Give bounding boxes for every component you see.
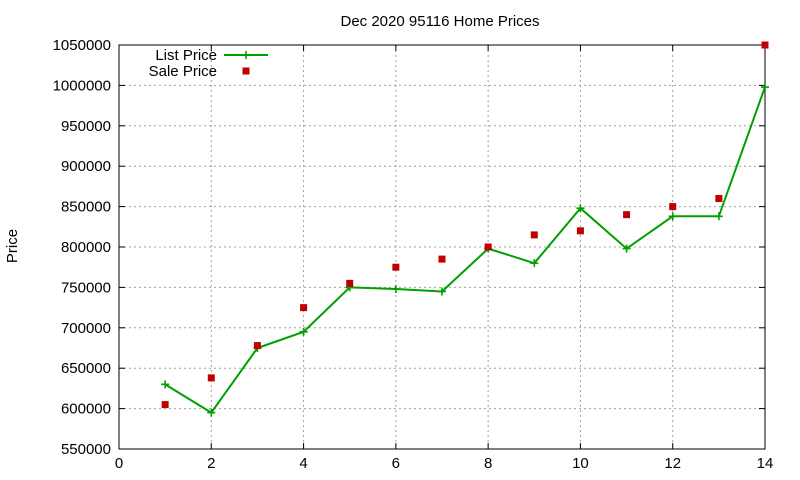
y-tick-label-700000: 700000 [61, 320, 111, 337]
sale-price-point-3 [253, 342, 261, 350]
sale-price-point-4 [300, 304, 308, 312]
y-tick-label-850000: 850000 [61, 199, 111, 216]
y-tick-label-650000: 650000 [61, 360, 111, 377]
y-tick-label-800000: 800000 [61, 239, 111, 256]
y-tick-label-1000000: 1000000 [53, 77, 111, 94]
sale-price-point-9 [530, 231, 538, 239]
list-price-point-4 [299, 327, 308, 336]
list-price-point-14 [761, 83, 769, 92]
y-tick-label-600000: 600000 [61, 401, 111, 418]
legend-sample-list-price-marker [242, 51, 250, 59]
list-price-point-13 [714, 212, 723, 221]
x-tick-label-4: 4 [299, 455, 307, 472]
sale-price-point-13 [715, 195, 723, 203]
sale-price-point-1 [161, 401, 169, 409]
series [161, 41, 769, 417]
y-axis-label: Price [4, 229, 21, 263]
grid [119, 45, 765, 449]
x-tick-label-12: 12 [664, 455, 681, 472]
sale-price-point-8 [484, 243, 492, 251]
x-tick-label-8: 8 [484, 455, 492, 472]
list-price-line [164, 86, 766, 414]
list-price-point-9 [530, 259, 539, 268]
x-tick-label-14: 14 [757, 455, 774, 472]
legend-label-sale-price: Sale Price [149, 63, 217, 80]
x-tick-label-6: 6 [392, 455, 400, 472]
sale-price-point-11 [623, 211, 631, 219]
y-tick-label-750000: 750000 [61, 279, 111, 296]
y-tick-label-550000: 550000 [61, 441, 111, 458]
sale-price-point-10 [576, 227, 584, 235]
x-tick-label-10: 10 [572, 455, 589, 472]
list-price-point-12 [668, 212, 677, 221]
sale-price-point-12 [669, 203, 677, 211]
sale-price-point-6 [392, 263, 400, 271]
legend: List Price Sale Price [149, 47, 268, 80]
list-price-point-1 [161, 380, 170, 389]
axes: 0 2 4 6 8 10 12 14 550000 600000 650000 700000 75000… [53, 37, 774, 472]
y-tick-label-1050000: 1050000 [53, 37, 111, 54]
list-price-point-11 [622, 244, 631, 253]
x-tick-label-0: 0 [115, 455, 123, 472]
legend-sample-sale-price-marker [242, 67, 250, 75]
list-price-point-7 [438, 287, 446, 296]
y-tick-label-900000: 900000 [61, 158, 111, 175]
legend-label-list-price: List Price [155, 47, 217, 64]
sale-price-point-5 [346, 279, 354, 287]
list-price-point-2 [207, 408, 216, 417]
sale-price-point-7 [438, 255, 446, 263]
list-price-point-6 [391, 285, 400, 294]
list-price-point-10 [576, 204, 585, 213]
chart-title: Dec 2020 95116 Home Prices [341, 13, 540, 30]
x-tick-label-2: 2 [207, 455, 215, 472]
y-tick-label-950000: 950000 [61, 118, 111, 135]
sale-price-point-2 [207, 374, 215, 382]
sale-price-point-14 [761, 41, 769, 49]
